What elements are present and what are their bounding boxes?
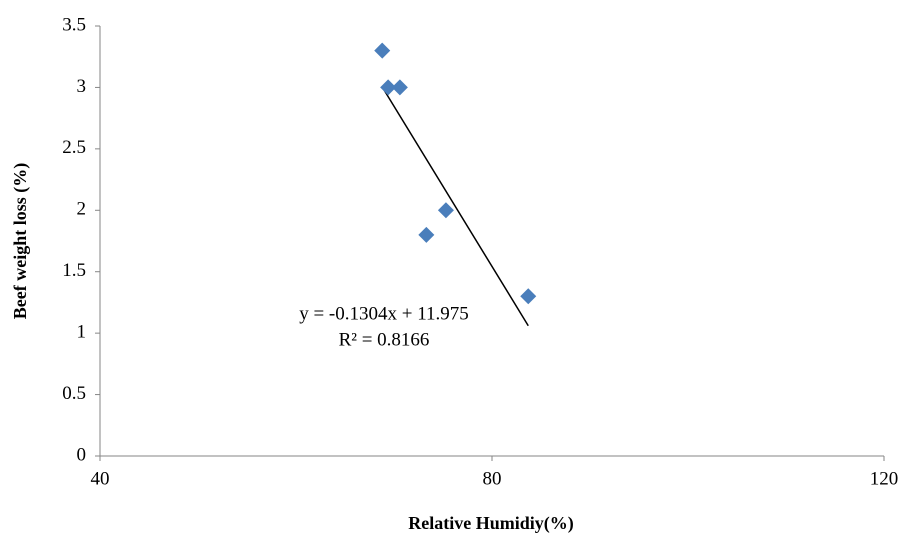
y-tick-label: 2.5	[62, 137, 86, 158]
x-axis-title: Relative Humidiy(%)	[408, 513, 573, 534]
y-tick-label: 1	[77, 322, 87, 343]
data-point	[391, 79, 408, 96]
data-point	[380, 79, 397, 96]
y-tick-label: 0	[77, 444, 87, 465]
y-axis-title: Beef weight loss (%)	[10, 163, 31, 319]
data-point	[418, 226, 435, 243]
trendline	[381, 86, 529, 327]
data-point	[437, 202, 454, 219]
x-tick-label: 120	[870, 468, 899, 489]
trendline-equation: y = -0.1304x + 11.975	[299, 303, 469, 324]
x-tick-label: 40	[91, 468, 110, 489]
data-point	[520, 288, 537, 305]
y-tick-label: 1.5	[62, 260, 86, 281]
x-tick-label: 80	[483, 468, 502, 489]
y-tick-label: 3.5	[62, 14, 86, 35]
trendline-r-squared: R² = 0.8166	[339, 329, 430, 350]
y-tick-label: 2	[77, 199, 87, 220]
data-point	[374, 42, 391, 59]
y-tick-label: 0.5	[62, 383, 86, 404]
y-tick-label: 3	[77, 76, 87, 97]
